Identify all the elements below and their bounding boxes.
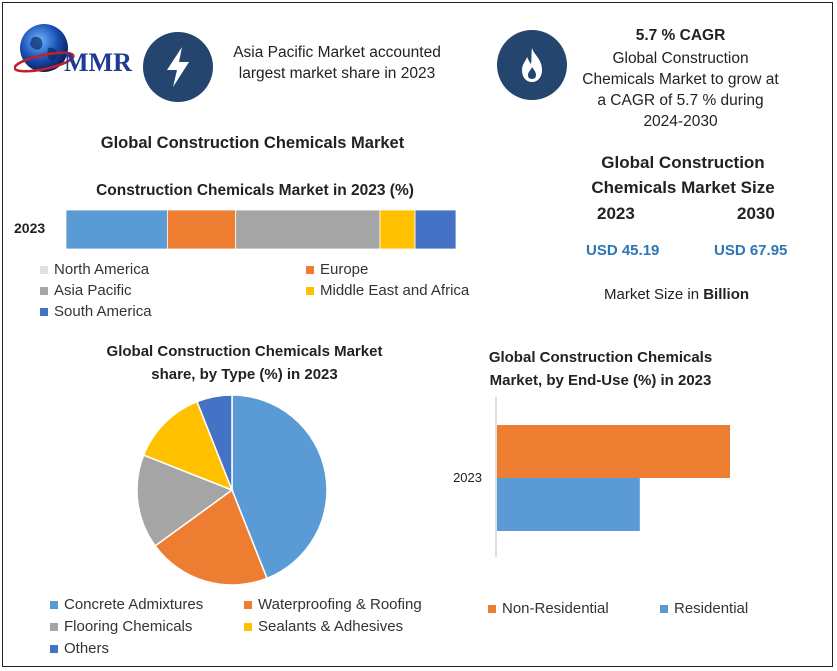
logo-text: MMR [64, 48, 132, 77]
globe-icon [13, 24, 75, 73]
highlight-icon-badge [497, 30, 567, 100]
pie-slice-waterproofing-roofing [154, 488, 268, 586]
highlight-icon-badge [143, 32, 213, 102]
bar-residential [497, 478, 640, 531]
flame-icon [522, 48, 542, 82]
pie-slice-others [196, 394, 233, 491]
type-chart-title: Global Construction Chemicals Market sha… [106, 343, 383, 383]
market-size-note: Market Size in Billion [604, 286, 749, 303]
pie-slice-concrete-admixtures [231, 394, 328, 580]
lightning-icon [167, 47, 189, 87]
cagr-title: 5.7 % CAGR [635, 27, 726, 44]
market-size-year-2023: 2023 [597, 204, 635, 223]
main-title: Global Construction Chemicals Market [100, 134, 405, 152]
market-size-value-2030: USD 67.95 [714, 242, 788, 259]
bar-segment-europe [167, 210, 237, 249]
y-tick-label: 2023 [453, 470, 482, 485]
pie-slice-sealants-adhesives [142, 400, 234, 492]
market-size-note-prefix: Market Size in [604, 286, 704, 303]
pie-slice-flooring-chemicals [136, 454, 234, 547]
market-size-note-unit: Billion [703, 286, 750, 303]
type-pie-chart [136, 394, 328, 586]
highlight-text: Asia Pacific Market accounted largest ma… [233, 44, 441, 82]
highlight-text: Global Construction Chemicals Market to … [582, 50, 779, 130]
region-chart-title: Construction Chemicals Market in 2023 (%… [96, 182, 414, 199]
enduse-chart-title: Global Construction Chemicals Market, by… [488, 349, 713, 389]
region-stacked-bar [66, 210, 456, 249]
enduse-bar-chart: 2023 [453, 397, 730, 557]
region-bar-category: 2023 [14, 220, 46, 236]
bar-segment-middle-east-and-africa [379, 210, 416, 249]
bar-segment-south-america [414, 210, 456, 249]
mmr-logo: MMR [13, 18, 134, 84]
market-size-title: Global Construction Chemicals Market Siz… [591, 153, 775, 197]
bar-segment-asia-pacific [235, 210, 381, 249]
market-size-value-2023: USD 45.19 [586, 242, 660, 259]
bar-non-residential [497, 425, 730, 478]
bar-segment-north-america [66, 210, 168, 249]
market-size-year-2030: 2030 [737, 204, 775, 223]
